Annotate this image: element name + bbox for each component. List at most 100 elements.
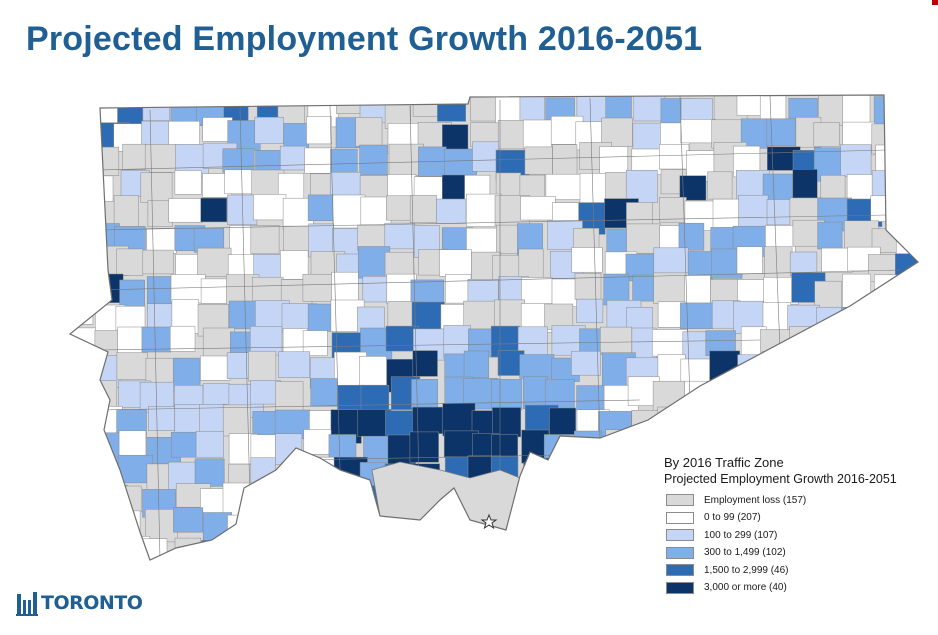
traffic-zone — [70, 298, 94, 325]
traffic-zone — [817, 327, 850, 355]
traffic-zone — [870, 195, 905, 222]
traffic-zone — [70, 486, 92, 515]
traffic-zone — [248, 350, 277, 382]
traffic-zone — [787, 357, 822, 389]
traffic-zone — [89, 380, 118, 411]
traffic-zone — [520, 196, 556, 221]
traffic-zone — [228, 541, 262, 560]
traffic-zone — [601, 117, 633, 147]
zone-boundary — [589, 97, 601, 441]
island-zone — [371, 461, 521, 531]
traffic-zone — [494, 299, 525, 332]
traffic-zone — [70, 95, 93, 121]
traffic-zone — [578, 456, 610, 492]
traffic-zone — [896, 117, 918, 147]
traffic-zone — [142, 249, 174, 275]
traffic-zone — [874, 274, 900, 305]
star-marker-icon — [480, 513, 498, 530]
city-boundary — [68, 94, 919, 561]
traffic-zone — [632, 434, 665, 465]
traffic-zone — [115, 510, 141, 541]
traffic-zone — [574, 273, 602, 300]
legend-item-100-299: 100 to 299 (107) — [664, 527, 932, 543]
traffic-zone — [70, 118, 89, 144]
traffic-zone — [894, 325, 918, 352]
traffic-zone — [902, 95, 918, 119]
legend-label: 100 to 299 (107) — [704, 529, 778, 541]
traffic-zone — [709, 350, 740, 383]
zone-boundaries — [99, 95, 901, 560]
traffic-zone — [384, 222, 416, 250]
traffic-zone — [444, 541, 475, 560]
traffic-zone — [545, 173, 581, 200]
legend-item-employment-loss: Employment loss (157) — [664, 492, 932, 508]
traffic-zone — [302, 330, 328, 356]
zone-boundary — [99, 214, 887, 231]
traffic-zone — [359, 144, 388, 176]
traffic-zone — [279, 145, 307, 171]
traffic-zone — [549, 407, 576, 436]
traffic-zone — [278, 485, 307, 520]
traffic-zone — [275, 515, 305, 543]
traffic-zone — [605, 429, 631, 456]
traffic-zone — [871, 379, 905, 405]
traffic-zone — [385, 410, 416, 436]
logo-text: TORONTO — [41, 592, 143, 614]
traffic-zone — [333, 539, 361, 560]
traffic-zone — [578, 480, 613, 514]
traffic-zone — [438, 508, 464, 538]
traffic-zone — [870, 306, 899, 332]
traffic-zone — [70, 249, 87, 278]
traffic-zone — [764, 376, 800, 407]
traffic-zone — [199, 404, 228, 434]
traffic-zone — [389, 537, 421, 560]
traffic-zone — [840, 379, 866, 409]
legend-label: 300 to 1,499 (102) — [704, 547, 786, 558]
traffic-zone — [332, 194, 366, 229]
traffic-zone — [174, 170, 202, 195]
traffic-zone — [741, 384, 774, 410]
traffic-zone — [733, 409, 769, 442]
traffic-zone — [95, 484, 128, 519]
traffic-zone — [355, 117, 383, 147]
traffic-zone — [91, 146, 120, 176]
traffic-zone — [173, 507, 204, 533]
traffic-zone — [471, 541, 503, 560]
traffic-zone — [574, 511, 604, 544]
traffic-zone — [633, 95, 666, 122]
traffic-zone — [250, 225, 280, 255]
traffic-zone — [436, 198, 467, 224]
traffic-zone — [819, 355, 848, 389]
traffic-zone — [842, 95, 871, 124]
traffic-zone — [200, 197, 228, 223]
traffic-zone — [70, 432, 98, 461]
traffic-zone — [168, 198, 204, 223]
traffic-zone — [310, 378, 338, 407]
traffic-zone — [92, 537, 128, 560]
zone-boundary — [149, 109, 161, 560]
traffic-zone — [605, 95, 632, 121]
traffic-zone — [360, 196, 392, 226]
traffic-zone — [253, 194, 287, 221]
traffic-zone — [283, 123, 309, 149]
traffic-zone — [202, 327, 235, 357]
traffic-zone — [765, 404, 793, 439]
traffic-zone — [306, 116, 332, 145]
traffic-zone — [142, 538, 168, 560]
traffic-zone — [169, 325, 196, 352]
traffic-zone — [871, 358, 906, 388]
traffic-zone — [845, 406, 876, 432]
traffic-zone — [227, 514, 261, 548]
traffic-zone — [444, 148, 477, 179]
traffic-zone — [840, 144, 872, 178]
traffic-zone — [766, 430, 801, 459]
traffic-zone — [360, 384, 390, 411]
zone-boundary — [299, 454, 561, 461]
traffic-zone — [70, 146, 89, 172]
traffic-zone — [252, 276, 284, 303]
traffic-zone — [789, 326, 816, 353]
traffic-zone — [250, 457, 276, 486]
traffic-zone — [903, 147, 918, 182]
traffic-zone — [412, 350, 438, 377]
